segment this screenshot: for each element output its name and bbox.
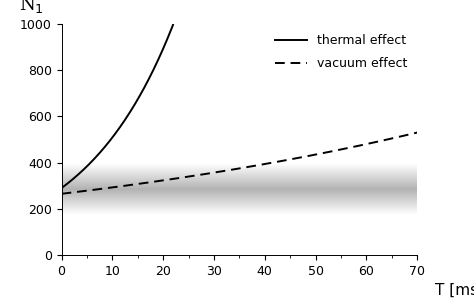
Text: T [ms]: T [ms]	[435, 283, 474, 298]
Legend: thermal effect, vacuum effect: thermal effect, vacuum effect	[272, 30, 411, 74]
vacuum effect	[342, 147, 348, 150]
thermal effect	[95, 153, 100, 157]
thermal effect	[170, 23, 176, 27]
Line: thermal effect: thermal effect	[62, 25, 173, 188]
thermal effect	[80, 169, 85, 172]
vacuum effect	[303, 155, 309, 158]
Text: N$_1$: N$_1$	[19, 0, 44, 15]
Line: vacuum effect: vacuum effect	[62, 133, 417, 194]
vacuum effect	[202, 172, 208, 176]
thermal effect	[142, 85, 148, 88]
vacuum effect	[215, 170, 221, 174]
thermal effect	[59, 186, 64, 190]
vacuum effect	[59, 192, 64, 196]
thermal effect	[112, 132, 118, 136]
vacuum effect	[336, 148, 342, 152]
vacuum effect	[95, 188, 101, 191]
thermal effect	[60, 186, 65, 189]
vacuum effect	[414, 131, 420, 134]
thermal effect	[91, 158, 97, 161]
